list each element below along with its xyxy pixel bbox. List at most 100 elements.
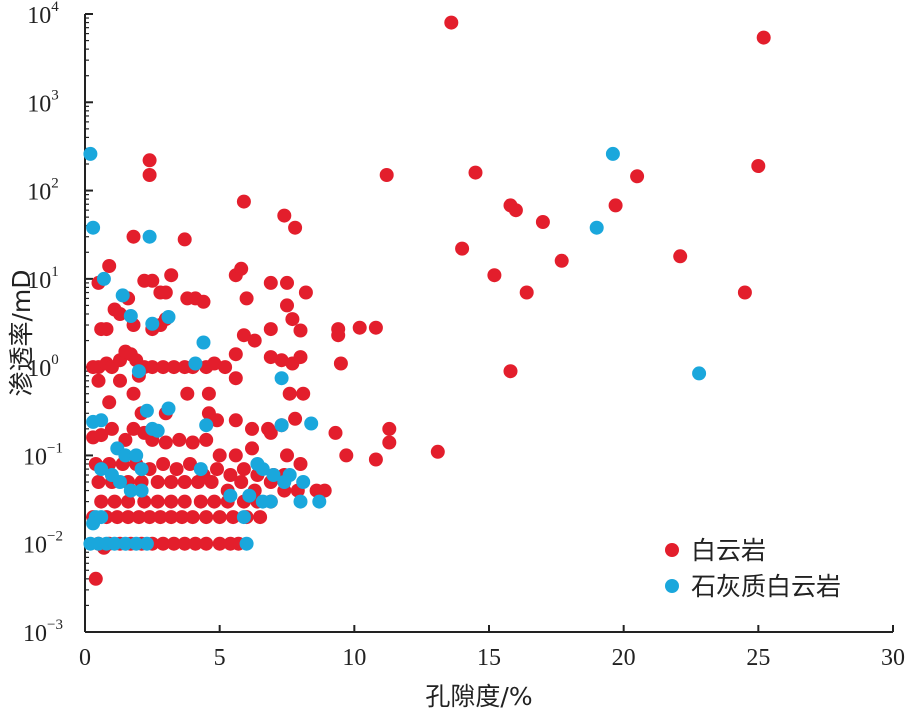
legend-label: 白云岩 bbox=[691, 536, 766, 565]
data-point bbox=[379, 168, 394, 182]
data-point bbox=[263, 275, 278, 290]
data-point bbox=[96, 271, 111, 286]
data-point bbox=[218, 360, 233, 375]
data-points bbox=[83, 15, 771, 586]
data-point bbox=[129, 536, 144, 551]
data-point bbox=[185, 435, 200, 450]
data-point bbox=[234, 261, 249, 276]
data-point bbox=[444, 15, 459, 30]
data-point bbox=[91, 475, 106, 489]
data-point bbox=[223, 488, 238, 503]
y-tick-label: 100 bbox=[27, 352, 59, 382]
data-point bbox=[228, 347, 243, 362]
data-point bbox=[131, 364, 146, 379]
data-point bbox=[91, 373, 106, 388]
data-point bbox=[263, 425, 278, 440]
series-calcareous-dolomite bbox=[83, 146, 707, 551]
data-point bbox=[172, 432, 187, 447]
data-point bbox=[164, 475, 179, 489]
data-point bbox=[107, 536, 122, 551]
data-point bbox=[121, 510, 136, 525]
data-point bbox=[158, 435, 173, 450]
data-point bbox=[185, 510, 200, 525]
data-point bbox=[188, 536, 203, 551]
data-point bbox=[247, 333, 262, 348]
y-tick-label: 104 bbox=[27, 0, 59, 29]
data-point bbox=[142, 229, 157, 244]
data-point bbox=[282, 386, 297, 401]
x-tick-label: 30 bbox=[881, 645, 905, 671]
data-point bbox=[737, 285, 752, 300]
data-point bbox=[535, 215, 550, 229]
data-point bbox=[177, 494, 192, 509]
data-point bbox=[126, 229, 141, 244]
y-axis: 10−3 10−2 10−1 100 101 102 103 104 bbox=[23, 0, 93, 647]
data-point bbox=[239, 536, 254, 551]
data-point bbox=[115, 288, 130, 303]
data-point bbox=[468, 165, 483, 180]
data-point bbox=[223, 468, 238, 482]
data-point bbox=[142, 510, 157, 525]
data-point bbox=[455, 241, 470, 256]
data-point bbox=[236, 510, 251, 525]
data-point bbox=[113, 475, 127, 489]
data-point bbox=[156, 360, 171, 375]
data-point bbox=[88, 571, 103, 586]
data-point bbox=[107, 494, 122, 509]
data-point bbox=[166, 536, 181, 551]
data-point bbox=[156, 536, 171, 551]
data-point bbox=[312, 494, 327, 509]
data-point bbox=[188, 356, 203, 371]
data-point bbox=[328, 425, 343, 440]
y-axis-title: 渗透率/mD bbox=[7, 269, 36, 396]
data-point bbox=[177, 475, 192, 489]
data-point bbox=[104, 421, 119, 436]
data-point bbox=[293, 350, 308, 365]
data-point bbox=[161, 401, 176, 416]
data-point bbox=[236, 194, 251, 209]
data-point bbox=[145, 316, 160, 331]
data-point bbox=[245, 441, 259, 456]
data-point bbox=[288, 411, 303, 426]
data-point bbox=[263, 350, 278, 365]
data-point bbox=[296, 386, 311, 401]
data-point bbox=[304, 416, 319, 431]
data-point bbox=[298, 285, 313, 300]
data-point bbox=[430, 444, 445, 459]
legend-marker bbox=[665, 543, 679, 557]
data-point bbox=[118, 448, 133, 463]
data-point bbox=[226, 510, 241, 525]
data-point bbox=[236, 328, 251, 343]
data-point bbox=[339, 448, 354, 463]
data-point bbox=[236, 462, 251, 477]
data-point bbox=[193, 462, 208, 477]
data-point bbox=[333, 356, 348, 371]
data-point bbox=[158, 285, 173, 300]
data-point bbox=[508, 203, 523, 218]
data-point bbox=[83, 146, 98, 161]
data-point bbox=[296, 475, 311, 489]
data-point bbox=[118, 536, 133, 551]
data-point bbox=[207, 494, 222, 509]
data-point bbox=[210, 413, 224, 428]
data-point bbox=[123, 483, 138, 498]
data-point bbox=[487, 268, 502, 283]
data-point bbox=[183, 457, 197, 471]
data-point bbox=[212, 510, 227, 525]
data-point bbox=[86, 220, 101, 235]
data-point bbox=[145, 360, 160, 375]
x-tick-label: 5 bbox=[214, 645, 226, 671]
data-point bbox=[201, 386, 216, 401]
data-point bbox=[123, 309, 138, 323]
data-point bbox=[382, 435, 397, 450]
data-point bbox=[102, 395, 117, 410]
data-point bbox=[166, 360, 181, 375]
data-point bbox=[589, 220, 604, 235]
data-point bbox=[177, 232, 192, 247]
data-point bbox=[266, 468, 281, 482]
x-tick-label: 20 bbox=[612, 645, 636, 671]
data-point bbox=[293, 323, 308, 338]
data-point bbox=[94, 462, 109, 477]
legend-marker bbox=[665, 579, 679, 593]
